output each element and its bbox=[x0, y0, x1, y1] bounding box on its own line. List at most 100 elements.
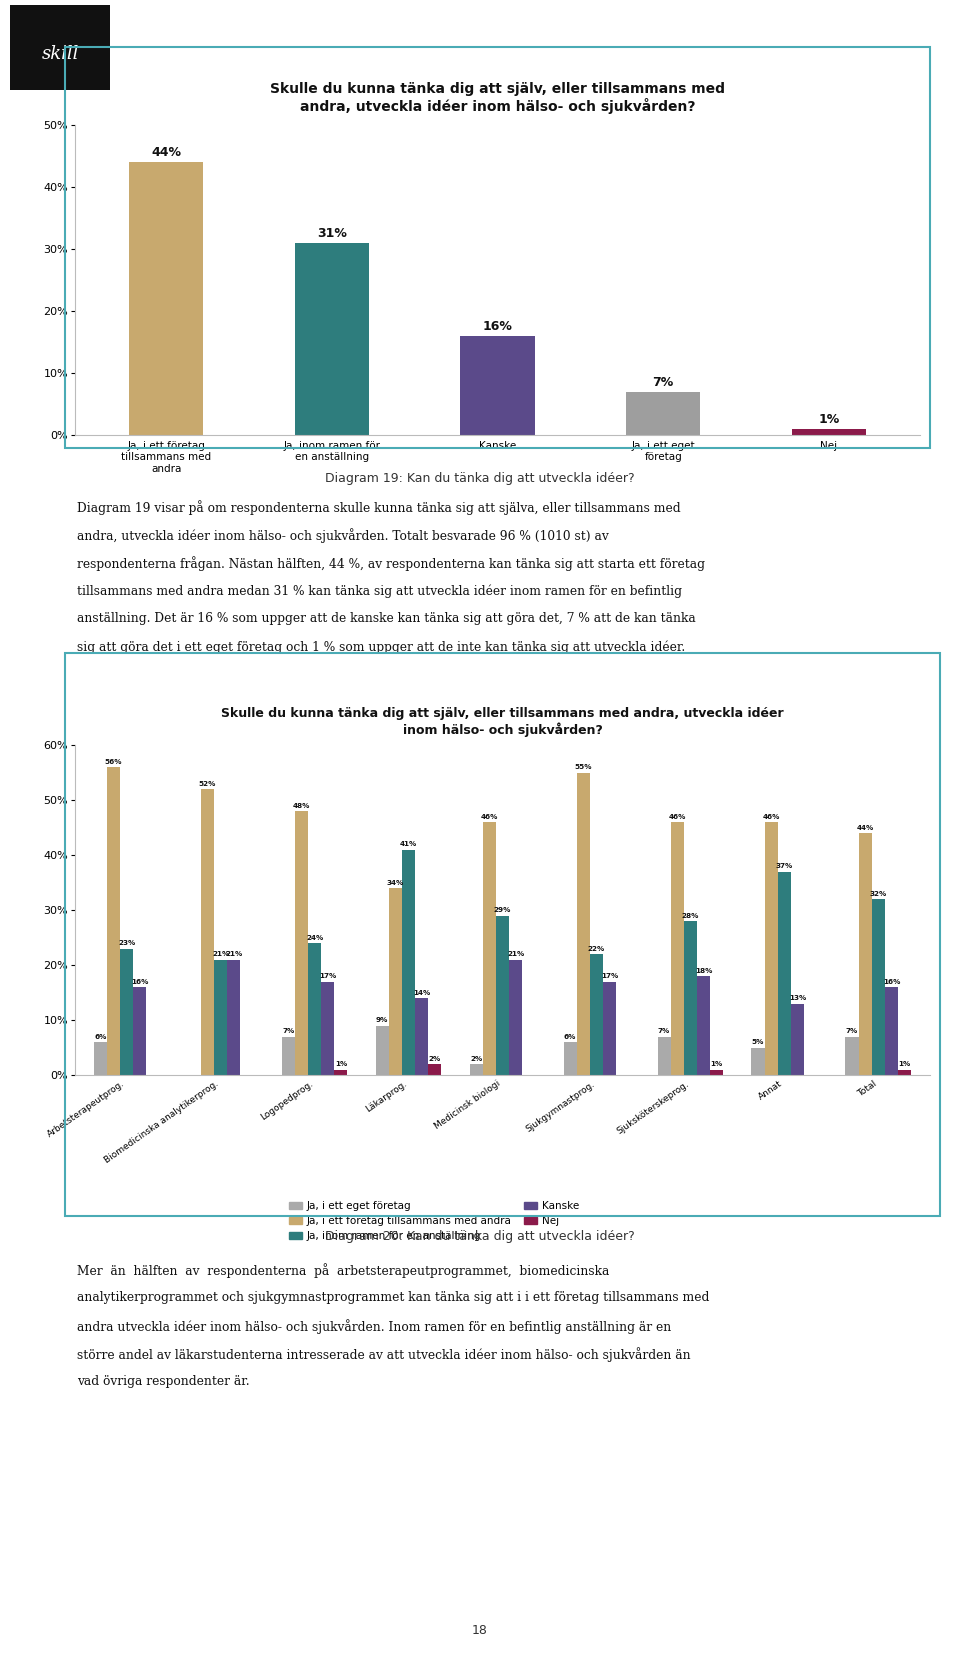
Bar bbox=[697, 977, 710, 1075]
Text: 2%: 2% bbox=[429, 1055, 441, 1062]
Bar bbox=[201, 789, 214, 1075]
Bar bbox=[129, 161, 204, 434]
Bar bbox=[322, 982, 334, 1075]
Bar bbox=[94, 1042, 107, 1075]
Bar bbox=[402, 850, 415, 1075]
Text: andra, utveckla idéer inom hälso- och sjukvården. Totalt besvarade 96 % (1010 st: andra, utveckla idéer inom hälso- och sj… bbox=[77, 527, 609, 542]
Text: 17%: 17% bbox=[601, 973, 618, 980]
Bar bbox=[375, 1025, 389, 1075]
Text: 1%: 1% bbox=[335, 1062, 347, 1067]
Text: 2%: 2% bbox=[470, 1055, 482, 1062]
Text: 1%: 1% bbox=[710, 1062, 723, 1067]
Bar bbox=[671, 822, 684, 1075]
Bar bbox=[778, 872, 791, 1075]
Text: 24%: 24% bbox=[306, 935, 324, 940]
Text: 52%: 52% bbox=[199, 780, 216, 787]
Bar bbox=[577, 772, 589, 1075]
Bar bbox=[885, 987, 898, 1075]
Text: 48%: 48% bbox=[293, 802, 310, 809]
Text: 44%: 44% bbox=[151, 146, 181, 160]
Text: 18: 18 bbox=[472, 1624, 488, 1637]
Text: 17%: 17% bbox=[319, 973, 336, 980]
Bar bbox=[133, 987, 147, 1075]
Text: tillsammans med andra medan 31 % kan tänka sig att utveckla idéer inom ramen för: tillsammans med andra medan 31 % kan tän… bbox=[77, 584, 682, 597]
Text: 29%: 29% bbox=[493, 907, 511, 914]
Text: sig att göra det i ett eget företag och 1 % som uppger att de inte kan tänka sig: sig att göra det i ett eget företag och … bbox=[77, 641, 685, 654]
Text: 55%: 55% bbox=[574, 764, 592, 770]
Text: 31%: 31% bbox=[317, 226, 347, 240]
Bar bbox=[764, 822, 778, 1075]
Bar bbox=[334, 1070, 348, 1075]
Text: andra utveckla idéer inom hälso- och sjukvården. Inom ramen för en befintlig ans: andra utveckla idéer inom hälso- och sju… bbox=[77, 1320, 671, 1335]
Text: 28%: 28% bbox=[682, 914, 699, 919]
Text: 5%: 5% bbox=[752, 1040, 764, 1045]
Legend: Ja, i ett eget företag, Ja, i ett företag tillsammans med andra, Ja, inom ramen : Ja, i ett eget företag, Ja, i ett företa… bbox=[289, 1201, 579, 1241]
Bar bbox=[496, 915, 509, 1075]
Text: Mer  än  hälften  av  respondenterna  på  arbetsterapeutprogrammet,  biomedicins: Mer än hälften av respondenterna på arbe… bbox=[77, 1263, 610, 1278]
Text: 41%: 41% bbox=[400, 842, 418, 847]
Bar bbox=[792, 429, 866, 434]
Bar bbox=[603, 982, 616, 1075]
Text: 7%: 7% bbox=[282, 1028, 295, 1035]
Text: Diagram 19 visar på om respondenterna skulle kunna tänka sig att själva, eller t: Diagram 19 visar på om respondenterna sk… bbox=[77, 499, 681, 514]
Text: 34%: 34% bbox=[387, 880, 404, 885]
Bar bbox=[295, 810, 308, 1075]
Bar bbox=[389, 889, 402, 1075]
Text: 32%: 32% bbox=[870, 890, 887, 897]
Bar bbox=[469, 1063, 483, 1075]
Bar bbox=[107, 767, 120, 1075]
Text: Diagram 20: Kan du tänka dig att utveckla idéer?: Diagram 20: Kan du tänka dig att utveckl… bbox=[325, 1230, 635, 1243]
Bar bbox=[295, 243, 369, 434]
Bar bbox=[308, 943, 322, 1075]
Bar bbox=[752, 1048, 764, 1075]
Bar bbox=[791, 1003, 804, 1075]
Bar bbox=[415, 998, 428, 1075]
Bar bbox=[898, 1070, 911, 1075]
Bar bbox=[509, 960, 522, 1075]
Text: 44%: 44% bbox=[856, 825, 874, 830]
Text: respondenterna frågan. Nästan hälften, 44 %, av respondenterna kan tänka sig att: respondenterna frågan. Nästan hälften, 4… bbox=[77, 556, 705, 571]
Text: 21%: 21% bbox=[212, 952, 229, 957]
Bar bbox=[684, 920, 697, 1075]
Text: 37%: 37% bbox=[776, 864, 793, 869]
Text: 7%: 7% bbox=[846, 1028, 858, 1035]
Bar bbox=[710, 1070, 723, 1075]
Bar bbox=[846, 1037, 858, 1075]
Text: större andel av läkarstudenterna intresserade av att utveckla idéer inom hälso- : större andel av läkarstudenterna intress… bbox=[77, 1348, 690, 1361]
Bar bbox=[564, 1042, 577, 1075]
Text: 14%: 14% bbox=[413, 990, 430, 995]
Text: 6%: 6% bbox=[564, 1033, 576, 1040]
Title: Skulle du kunna tänka dig att själv, eller tillsammans med andra, utveckla idéer: Skulle du kunna tänka dig att själv, ell… bbox=[221, 707, 783, 737]
Text: analytikerprogrammet och sjukgymnastprogrammet kan tänka sig att i i ett företag: analytikerprogrammet och sjukgymnastprog… bbox=[77, 1291, 709, 1305]
Text: 18%: 18% bbox=[695, 968, 712, 973]
Bar bbox=[872, 899, 885, 1075]
Text: 23%: 23% bbox=[118, 940, 135, 947]
Text: anställning. Det är 16 % som uppger att de kanske kan tänka sig att göra det, 7 : anställning. Det är 16 % som uppger att … bbox=[77, 612, 696, 626]
Text: skill: skill bbox=[41, 45, 79, 63]
Bar bbox=[120, 948, 133, 1075]
Text: 9%: 9% bbox=[376, 1017, 389, 1023]
Text: 16%: 16% bbox=[483, 319, 513, 333]
Text: 1%: 1% bbox=[818, 413, 839, 426]
Text: 1%: 1% bbox=[899, 1062, 911, 1067]
Text: 13%: 13% bbox=[789, 995, 806, 1002]
Bar bbox=[428, 1063, 442, 1075]
Text: 46%: 46% bbox=[762, 814, 780, 820]
Text: Diagram 19: Kan du tänka dig att utveckla idéer?: Diagram 19: Kan du tänka dig att utveckl… bbox=[325, 471, 635, 484]
Bar bbox=[483, 822, 496, 1075]
Bar bbox=[460, 336, 535, 434]
Text: vad övriga respondenter är.: vad övriga respondenter är. bbox=[77, 1374, 250, 1388]
Text: 46%: 46% bbox=[481, 814, 498, 820]
Text: 16%: 16% bbox=[883, 978, 900, 985]
Bar bbox=[858, 834, 872, 1075]
Bar bbox=[281, 1037, 295, 1075]
Text: 21%: 21% bbox=[507, 952, 524, 957]
Text: 56%: 56% bbox=[105, 759, 122, 765]
Text: 7%: 7% bbox=[653, 376, 674, 388]
Text: 16%: 16% bbox=[132, 978, 149, 985]
Text: 22%: 22% bbox=[588, 945, 605, 952]
Bar bbox=[589, 953, 603, 1075]
Bar bbox=[658, 1037, 671, 1075]
Title: Skulle du kunna tänka dig att själv, eller tillsammans med
andra, utveckla idéer: Skulle du kunna tänka dig att själv, ell… bbox=[270, 82, 725, 115]
Bar bbox=[214, 960, 228, 1075]
